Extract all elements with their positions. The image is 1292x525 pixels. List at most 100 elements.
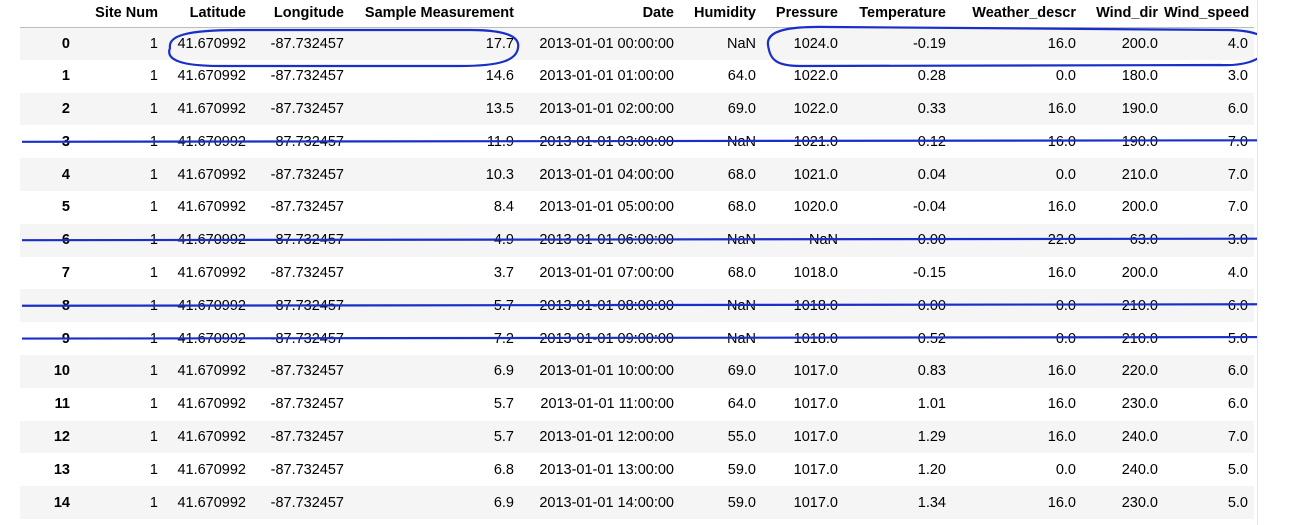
table-cell: 0.83	[917, 363, 946, 380]
table-cell: NaN	[726, 133, 756, 150]
table-cell: 1	[149, 35, 158, 52]
table-cell: 16.0	[1047, 100, 1076, 117]
table-cell: 1	[149, 232, 158, 249]
row-index: 0	[61, 35, 70, 52]
table-cell: 1	[149, 166, 158, 183]
table-cell: 16.0	[1047, 199, 1076, 216]
table-cell: 6.0	[1227, 297, 1248, 314]
table-cell: 1	[149, 428, 158, 445]
table-cell: 10.3	[485, 166, 514, 183]
table-cell: 41.670992	[177, 166, 246, 183]
table-cell: 2013-01-01 11:00:00	[540, 396, 674, 413]
table-cell: 64.0	[727, 68, 756, 85]
column-header: Humidity	[680, 0, 762, 28]
table-cell: 16.0	[1047, 494, 1076, 511]
table-cell: 3.7	[493, 264, 514, 281]
table-cell: 2013-01-01 04:00:00	[539, 166, 674, 183]
table-cell: 4.9	[493, 232, 514, 249]
table-row: 5 1 41.670992 -87.732457 8.4 2013-01-01 05:00…	[20, 190, 1254, 224]
table-row: 14 1 41.670992 -87.732457 6.9 2013-01-01 14:0…	[20, 486, 1254, 519]
table-cell: 41.670992	[177, 428, 246, 445]
table-cell: 2013-01-01 13:00:00	[539, 461, 674, 478]
table-row: 8 1 41.670992 -87.732457 5.7 2013-01-01 08:00…	[20, 289, 1254, 323]
table-cell: 210.0	[1121, 330, 1158, 347]
column-header: Wind_dir	[1082, 0, 1164, 28]
table-cell: 1022.0	[793, 100, 838, 117]
table-cell: 2013-01-01 10:00:00	[539, 363, 674, 380]
table-cell: 0.52	[917, 330, 946, 347]
table-cell: 41.670992	[177, 396, 246, 413]
table-cell: 5.0	[1227, 494, 1248, 511]
table-row: 4 1 41.670992 -87.732457 10.3 2013-01-01 04:0…	[20, 158, 1254, 191]
table-cell: 2013-01-01 08:00:00	[539, 297, 674, 314]
table-cell: 59.0	[727, 494, 756, 511]
table-cell: 41.670992	[177, 330, 246, 347]
table-cell: -87.732457	[270, 363, 344, 380]
table-cell: 41.670992	[177, 297, 246, 314]
table-cell: 4.0	[1227, 35, 1248, 52]
table-cell: -87.732457	[270, 35, 344, 52]
table-cell: -87.732457	[270, 199, 344, 216]
table-row: 7 1 41.670992 -87.732457 3.7 2013-01-01 07:00…	[20, 256, 1254, 290]
table-cell: 200.0	[1121, 199, 1158, 216]
table-cell: NaN	[726, 330, 756, 347]
table-cell: 3.0	[1227, 232, 1248, 249]
vertical-scroll-track[interactable]	[1257, 0, 1292, 525]
table-cell: 1	[149, 396, 158, 413]
table-cell: 2013-01-01 01:00:00	[539, 68, 674, 85]
row-index: 11	[54, 396, 70, 413]
table-cell: 55.0	[727, 428, 756, 445]
table-cell: 0.0	[1055, 166, 1076, 183]
table-cell: 16.0	[1047, 35, 1076, 52]
table-cell: 0.33	[917, 100, 946, 117]
table-cell: -87.732457	[270, 100, 344, 117]
table-cell: -87.732457	[270, 428, 344, 445]
table-cell: 5.7	[493, 428, 514, 445]
table-cell: 1	[149, 297, 158, 314]
table-cell: 5.7	[493, 396, 514, 413]
table-cell: 1.01	[917, 396, 946, 413]
row-index: 7	[61, 264, 70, 281]
table-cell: 1017.0	[793, 428, 838, 445]
table-cell: -0.15	[912, 264, 946, 281]
row-index: 10	[53, 363, 70, 380]
dataframe-output: Site Num Latitude Longitude Sample Measurem…	[20, 0, 1260, 519]
table-cell: 0.00	[917, 232, 946, 249]
table-row: 13 1 41.670992 -87.732457 6.8 2013-01-01 13:0…	[20, 453, 1254, 487]
table-cell: 2013-01-01 07:00:00	[539, 264, 674, 281]
table-cell: 6.9	[493, 363, 514, 380]
table-header-row: Site Num Latitude Longitude Sample Measurem…	[20, 0, 1254, 28]
table-cell: 16.0	[1047, 133, 1076, 150]
table-cell: 1017.0	[793, 396, 838, 413]
column-header: Site Num	[84, 0, 164, 28]
table-cell: 1017.0	[793, 494, 838, 511]
table-cell: 1021.0	[793, 166, 838, 183]
table-cell: 64.0	[727, 396, 756, 413]
column-header: Wind_speed	[1164, 0, 1254, 28]
table-cell: 68.0	[727, 199, 756, 216]
table-cell: 6.0	[1227, 100, 1248, 117]
row-index: 3	[61, 133, 70, 150]
table-cell: 7.0	[1227, 166, 1248, 183]
table-cell: 2013-01-01 14:00:00	[539, 494, 674, 511]
table-cell: 200.0	[1121, 35, 1158, 52]
table-cell: 1	[149, 133, 158, 150]
table-cell: 7.0	[1227, 428, 1248, 445]
table-cell: 1022.0	[793, 68, 838, 85]
column-header: Weather_descr	[952, 0, 1082, 28]
table-cell: 8.4	[493, 199, 514, 216]
table-cell: 6.0	[1227, 396, 1248, 413]
table-cell: -87.732457	[270, 330, 344, 347]
table-cell: 16.0	[1047, 396, 1076, 413]
table-cell: 1021.0	[793, 133, 838, 150]
table-cell: 180.0	[1121, 68, 1158, 85]
column-header: Sample Measurement	[350, 0, 520, 28]
table-cell: 1018.0	[793, 330, 838, 347]
table-cell: 2013-01-01 02:00:00	[539, 100, 674, 117]
dataframe-table: Site Num Latitude Longitude Sample Measurem…	[20, 0, 1254, 519]
table-cell: 1	[149, 494, 158, 511]
table-cell: -87.732457	[270, 297, 344, 314]
row-index: 4	[61, 166, 70, 183]
table-cell: 7.0	[1227, 133, 1248, 150]
table-cell: 1	[149, 199, 158, 216]
